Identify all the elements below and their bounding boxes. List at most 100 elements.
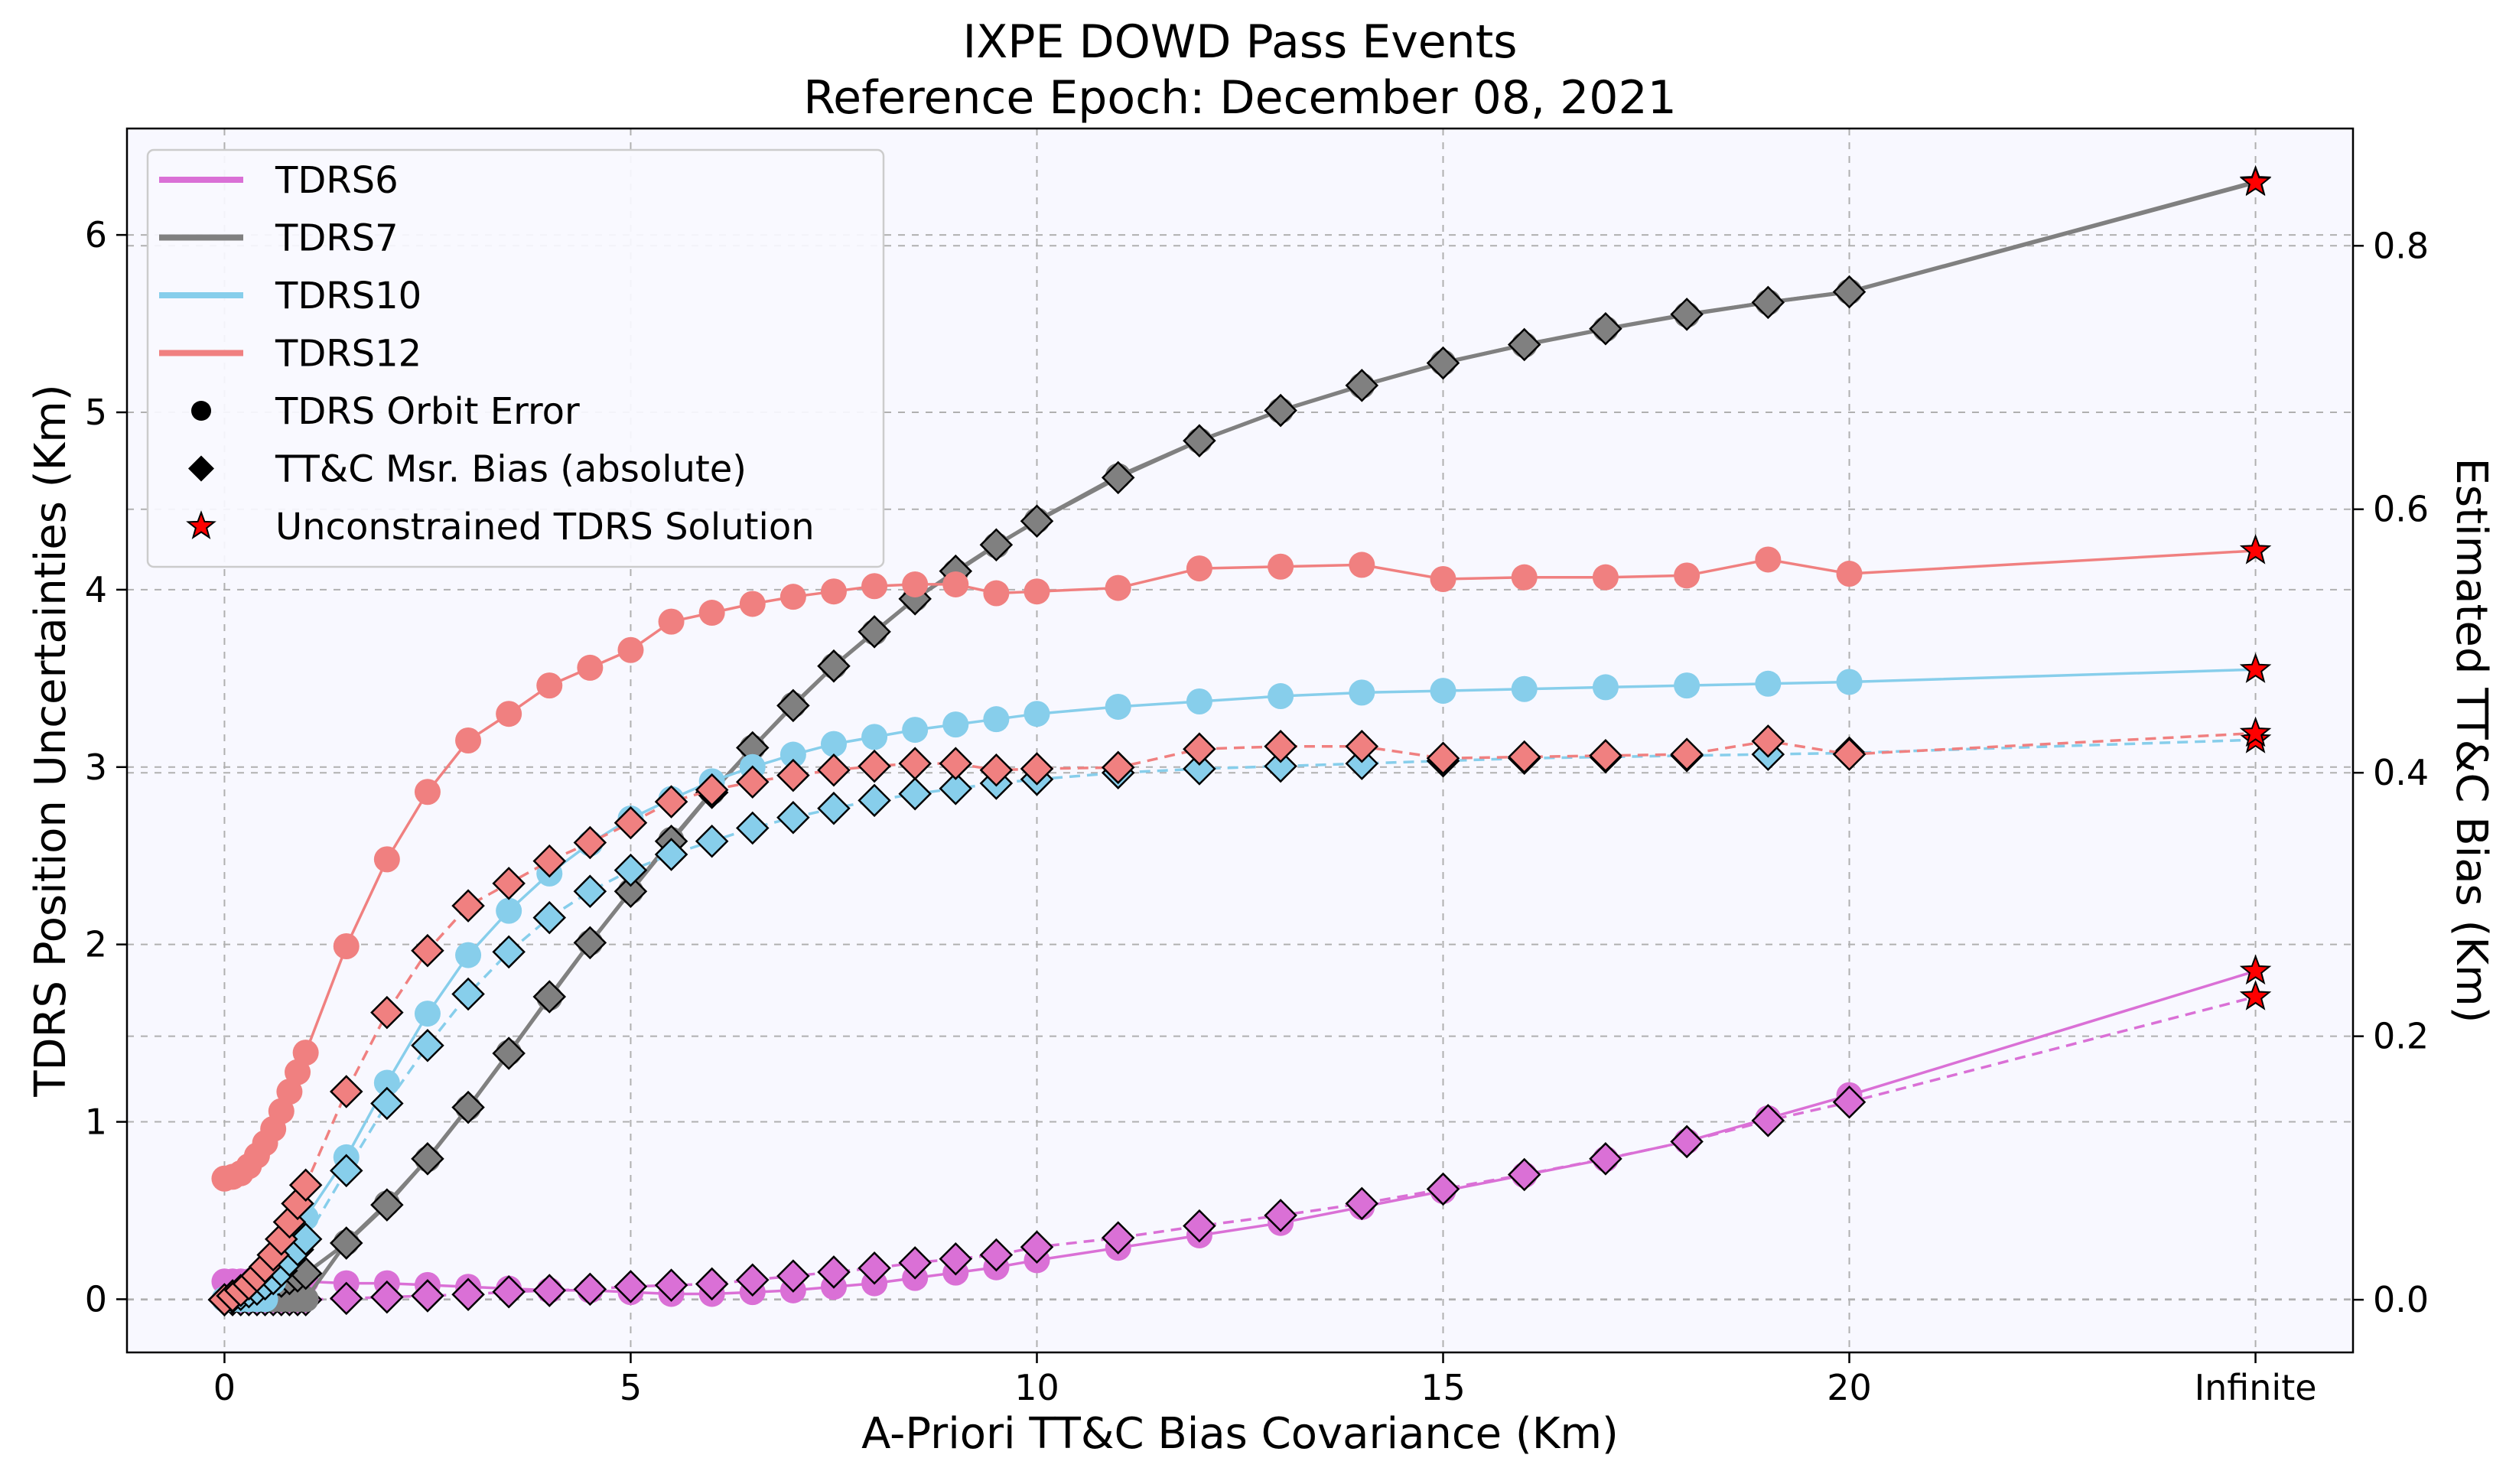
point-bias-tdrs6 (1183, 1209, 1216, 1243)
point-orbit-tdrs12 (536, 672, 563, 699)
point-orbit-tdrs10 (1674, 672, 1700, 699)
point-bias-tdrs6 (451, 1277, 485, 1311)
point-bias-tdrs12 (776, 758, 810, 792)
star-orbit-tdrs12 (2239, 534, 2272, 565)
point-bias-tdrs7 (329, 1226, 363, 1260)
point-bias-tdrs10 (1264, 749, 1297, 783)
point-bias-tdrs10 (776, 800, 810, 835)
point-bias-tdrs12 (613, 805, 648, 840)
point-orbit-tdrs12 (902, 571, 929, 597)
x-tick-label: 10 (1014, 1367, 1059, 1408)
point-bias-tdrs12 (1020, 752, 1054, 786)
point-orbit-tdrs10 (1349, 679, 1375, 706)
point-bias-tdrs10 (492, 935, 526, 969)
point-orbit-tdrs12 (1592, 564, 1619, 591)
point-orbit-tdrs12 (1836, 561, 1863, 587)
legend-tt-c-msr-bias-absolute-label: TT&C Msr. Bias (absolute) (275, 448, 747, 491)
point-orbit-tdrs12 (820, 578, 847, 605)
y2-tick-label: 0.4 (2373, 752, 2429, 793)
point-orbit-tdrs10 (373, 1069, 400, 1096)
point-bias-tdrs6 (1345, 1186, 1379, 1221)
point-orbit-tdrs12 (698, 600, 725, 626)
point-orbit-tdrs12 (1186, 555, 1212, 582)
point-bias-tdrs12 (1426, 741, 1460, 776)
point-orbit-tdrs10 (820, 731, 847, 757)
point-bias-tdrs6 (654, 1268, 688, 1302)
point-bias-tdrs10 (573, 874, 607, 908)
point-orbit-tdrs12 (414, 779, 441, 805)
point-bias-tdrs12 (736, 765, 770, 799)
point-orbit-tdrs12 (285, 1059, 311, 1085)
x-tick-label: 0 (213, 1367, 236, 1408)
legend-tdrs6-label: TDRS6 (275, 159, 399, 202)
legend: TDRS6 TDRS7 TDRS10 TDRS12 TDRS Orbit Error TT… (146, 148, 885, 568)
plot-frame (125, 127, 2355, 1354)
y-tick-label: 5 (85, 392, 107, 433)
point-bias-tdrs7 (1101, 460, 1135, 495)
point-orbit-tdrs10 (861, 724, 888, 750)
point-bias-tdrs6 (1589, 1142, 1622, 1176)
point-bias-tdrs7 (370, 1188, 404, 1222)
point-bias-tdrs10 (370, 1086, 404, 1121)
point-bias-tdrs10 (288, 1222, 323, 1256)
point-bias-tdrs10 (411, 1028, 444, 1063)
point-orbit-tdrs10 (902, 717, 929, 744)
point-bias-tdrs6 (1020, 1230, 1054, 1264)
y2-tick-label: 0.2 (2373, 1016, 2429, 1057)
point-bias-tdrs12 (1101, 750, 1135, 785)
point-bias-tdrs12 (370, 995, 404, 1030)
point-bias-tdrs7 (817, 649, 851, 683)
point-bias-tdrs6 (1507, 1157, 1541, 1192)
star-orbit-tdrs6 (2239, 954, 2272, 985)
point-bias-tdrs12 (451, 889, 485, 923)
point-orbit-tdrs12 (577, 654, 604, 681)
point-bias-tdrs10 (939, 772, 973, 805)
point-orbit-tdrs10 (1105, 693, 1131, 720)
point-orbit-tdrs10 (496, 897, 522, 924)
point-bias-tdrs10 (451, 977, 485, 1011)
point-bias-tdrs6 (370, 1280, 404, 1314)
point-bias-tdrs7 (573, 926, 607, 960)
point-bias-tdrs6 (411, 1279, 444, 1313)
point-bias-tdrs10 (1345, 747, 1379, 780)
point-bias-tdrs6 (736, 1263, 770, 1297)
legend-unconstrained-tdrs-solution-label: Unconstrained TDRS Solution (275, 506, 815, 548)
point-bias-tdrs7 (858, 615, 891, 649)
point-bias-tdrs12 (1345, 729, 1379, 763)
point-bias-tdrs7 (1183, 424, 1216, 457)
point-orbit-tdrs12 (1105, 574, 1131, 601)
point-bias-tdrs12 (1670, 737, 1704, 771)
point-bias-tdrs10 (613, 853, 648, 887)
point-bias-tdrs12 (532, 844, 567, 878)
point-bias-tdrs12 (858, 749, 891, 783)
star-bias-tdrs6 (2239, 980, 2272, 1010)
point-orbit-tdrs12 (1511, 564, 1538, 591)
point-bias-tdrs12 (939, 747, 973, 780)
point-bias-tdrs12 (1751, 724, 1785, 758)
y-tick-label: 2 (85, 924, 107, 965)
point-bias-tdrs12 (1507, 740, 1541, 774)
point-bias-tdrs10 (858, 783, 891, 818)
x-tick-label: 20 (1827, 1367, 1872, 1408)
point-bias-tdrs7 (451, 1090, 485, 1124)
point-bias-tdrs7 (1264, 393, 1297, 428)
x-axis-label: A-Priori TT&C Bias Covariance (Km) (861, 1409, 1619, 1459)
point-bias-tdrs7 (776, 688, 810, 723)
point-bias-tdrs7 (613, 874, 648, 908)
y-tick-label: 0 (85, 1278, 107, 1320)
point-bias-tdrs7 (1670, 298, 1704, 331)
point-orbit-tdrs12 (1674, 562, 1700, 589)
point-orbit-tdrs10 (1024, 701, 1050, 727)
point-bias-tdrs6 (979, 1238, 1014, 1272)
point-bias-tdrs6 (858, 1251, 891, 1285)
point-bias-tdrs6 (613, 1270, 648, 1303)
y-axis-label: TDRS Position Uncertainties (Km) (26, 384, 76, 1097)
point-bias-tdrs12 (898, 747, 932, 780)
point-orbit-tdrs10 (779, 741, 806, 768)
x-tick-label: 5 (620, 1367, 642, 1408)
point-bias-tdrs7 (1345, 369, 1379, 402)
point-bias-tdrs6 (1426, 1172, 1460, 1206)
point-orbit-tdrs12 (739, 591, 766, 617)
y-tick-label: 1 (85, 1102, 107, 1143)
